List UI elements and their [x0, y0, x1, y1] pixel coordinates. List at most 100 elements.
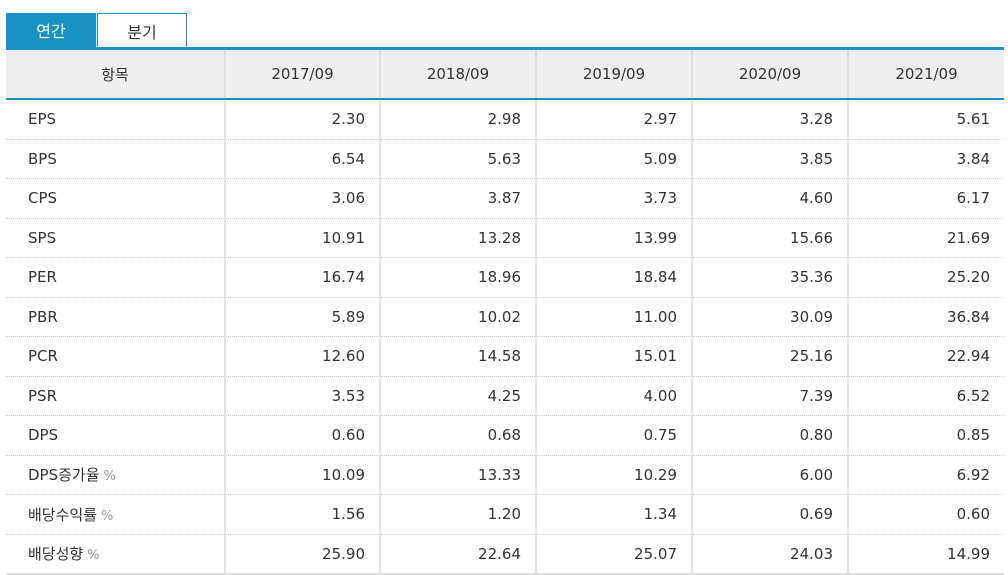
row-label-cell: 배당성향% [6, 534, 225, 574]
row-label: DPS증가율 [28, 466, 100, 485]
row-label: SPS [28, 228, 57, 247]
table-row: 배당성향% 25.90 22.64 25.07 24.03 14.99 [6, 534, 1004, 574]
value-cell: 18.84 [535, 257, 692, 298]
row-label: PSR [28, 386, 57, 405]
table-row: BPS 6.54 5.63 5.09 3.85 3.84 [6, 139, 1004, 179]
value-cell: 0.85 [847, 415, 1004, 456]
row-label-cell: SPS [6, 218, 225, 258]
financial-ratio-table: 항목 2017/09 2018/09 2019/09 2020/09 2021/09 EP… [6, 47, 1004, 575]
value-cell: 1.34 [535, 494, 692, 535]
table-row: PER 16.74 18.96 18.84 35.36 25.20 [6, 257, 1004, 298]
column-header-period: 2020/09 [691, 48, 848, 100]
row-label: CPS [28, 189, 58, 208]
column-header-period: 2019/09 [535, 48, 692, 100]
value-cell: 0.75 [535, 415, 692, 456]
value-cell: 12.60 [224, 336, 380, 377]
row-label-cell: 배당수익률% [6, 494, 225, 535]
column-header-period: 2021/09 [847, 48, 1004, 100]
value-cell: 6.17 [847, 178, 1004, 219]
value-cell: 21.69 [847, 218, 1004, 258]
row-label-cell: BPS [6, 139, 225, 179]
value-cell: 11.00 [535, 297, 692, 337]
row-label: EPS [28, 110, 57, 129]
unit-label: % [101, 508, 114, 524]
row-label-cell: DPS증가율% [6, 455, 225, 495]
value-cell: 0.80 [691, 415, 848, 456]
value-cell: 0.69 [691, 494, 848, 535]
value-cell: 16.74 [224, 257, 380, 298]
value-cell: 1.20 [379, 494, 536, 535]
value-cell: 2.30 [224, 99, 380, 140]
value-cell: 22.94 [847, 336, 1004, 377]
value-cell: 24.03 [691, 534, 848, 574]
row-label: 배당수익률 [28, 505, 98, 524]
value-cell: 25.90 [224, 534, 380, 574]
value-cell: 6.54 [224, 139, 380, 179]
value-cell: 5.63 [379, 139, 536, 179]
value-cell: 15.01 [535, 336, 692, 377]
period-tabs: 연간 분기 [6, 13, 187, 47]
row-label-cell: PSR [6, 376, 225, 416]
value-cell: 13.28 [379, 218, 536, 258]
table-header-row: 항목 2017/09 2018/09 2019/09 2020/09 2021/09 [6, 48, 1004, 100]
value-cell: 35.36 [691, 257, 848, 298]
row-label: BPS [28, 149, 57, 168]
value-cell: 25.20 [847, 257, 1004, 298]
value-cell: 1.56 [224, 494, 380, 535]
value-cell: 10.29 [535, 455, 692, 495]
value-cell: 6.52 [847, 376, 1004, 416]
value-cell: 2.97 [535, 99, 692, 140]
row-label: PCR [28, 347, 58, 366]
value-cell: 13.33 [379, 455, 536, 495]
row-label-cell: PCR [6, 336, 225, 377]
table-row: PCR 12.60 14.58 15.01 25.16 22.94 [6, 336, 1004, 377]
unit-label: % [103, 469, 116, 485]
value-cell: 5.61 [847, 99, 1004, 140]
tab-quarterly[interactable]: 분기 [97, 13, 187, 47]
value-cell: 3.53 [224, 376, 380, 416]
value-cell: 2.98 [379, 99, 536, 140]
value-cell: 3.85 [691, 139, 848, 179]
value-cell: 4.25 [379, 376, 536, 416]
row-label-cell: CPS [6, 178, 225, 219]
value-cell: 10.91 [224, 218, 380, 258]
row-label: DPS [28, 426, 59, 445]
row-label-cell: EPS [6, 99, 225, 140]
table-row: DPS증가율% 10.09 13.33 10.29 6.00 6.92 [6, 455, 1004, 495]
value-cell: 5.89 [224, 297, 380, 337]
unit-label: % [87, 548, 100, 564]
value-cell: 0.68 [379, 415, 536, 456]
value-cell: 14.99 [847, 534, 1004, 574]
column-header-item: 항목 [6, 48, 225, 100]
row-label: PBR [28, 307, 58, 326]
value-cell: 3.73 [535, 178, 692, 219]
table-row: DPS 0.60 0.68 0.75 0.80 0.85 [6, 415, 1004, 456]
table-row: SPS 10.91 13.28 13.99 15.66 21.69 [6, 218, 1004, 258]
row-label-cell: PER [6, 257, 225, 298]
value-cell: 0.60 [847, 494, 1004, 535]
value-cell: 0.60 [224, 415, 380, 456]
tab-annual[interactable]: 연간 [6, 13, 96, 47]
value-cell: 3.06 [224, 178, 380, 219]
value-cell: 25.16 [691, 336, 848, 377]
value-cell: 6.00 [691, 455, 848, 495]
value-cell: 22.64 [379, 534, 536, 574]
table-row: 배당수익률% 1.56 1.20 1.34 0.69 0.60 [6, 494, 1004, 535]
row-label: PER [28, 268, 57, 287]
value-cell: 3.84 [847, 139, 1004, 179]
value-cell: 4.00 [535, 376, 692, 416]
column-header-period: 2018/09 [379, 48, 536, 100]
value-cell: 25.07 [535, 534, 692, 574]
value-cell: 7.39 [691, 376, 848, 416]
value-cell: 4.60 [691, 178, 848, 219]
row-label-cell: PBR [6, 297, 225, 337]
value-cell: 36.84 [847, 297, 1004, 337]
column-header-period: 2017/09 [224, 48, 380, 100]
value-cell: 5.09 [535, 139, 692, 179]
value-cell: 18.96 [379, 257, 536, 298]
value-cell: 6.92 [847, 455, 1004, 495]
value-cell: 13.99 [535, 218, 692, 258]
value-cell: 3.87 [379, 178, 536, 219]
table-row: CPS 3.06 3.87 3.73 4.60 6.17 [6, 178, 1004, 219]
value-cell: 30.09 [691, 297, 848, 337]
